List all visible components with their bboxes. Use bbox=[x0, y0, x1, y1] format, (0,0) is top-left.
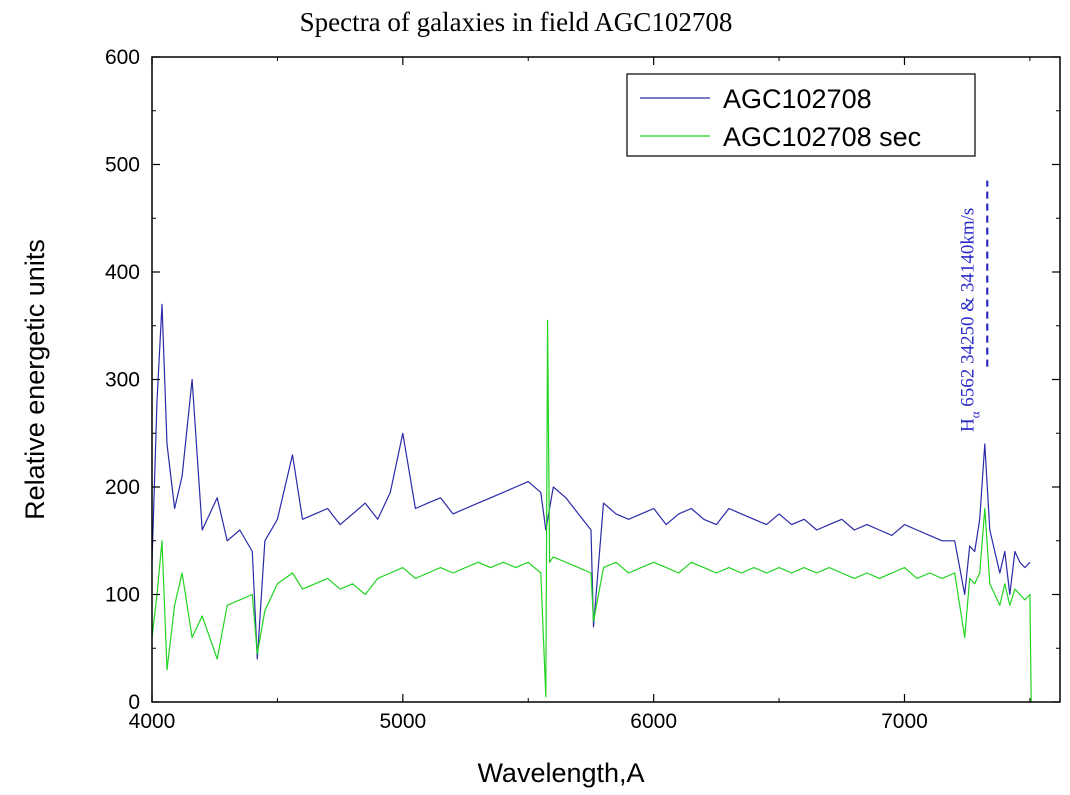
y-tick-label: 0 bbox=[128, 691, 140, 714]
y-tick-label: 300 bbox=[105, 369, 140, 392]
x-tick-label: 6000 bbox=[630, 710, 677, 733]
y-tick-label: 600 bbox=[105, 46, 140, 69]
legend-label-agc102708-sec: AGC102708 sec bbox=[723, 122, 921, 152]
axis-ticks: 4000 5000 6000 7000 0 100 200 300 400 500 600 bbox=[105, 46, 1060, 733]
annotation-label: Hα 6562 34250 & 34140km/s bbox=[957, 208, 982, 432]
plot-area bbox=[151, 303, 1032, 703]
y-axis-label: Relative energetic units bbox=[20, 239, 50, 520]
x-tick-label: 5000 bbox=[379, 710, 426, 733]
series-line-agc102708 bbox=[151, 303, 1031, 660]
y-tick-label: 200 bbox=[105, 476, 140, 499]
series-line-agc102708-sec bbox=[151, 319, 1032, 703]
x-tick-label: 4000 bbox=[129, 710, 176, 733]
legend-label-agc102708: AGC102708 bbox=[723, 84, 872, 114]
h-alpha-annotation: Hα 6562 34250 & 34140km/s bbox=[957, 180, 989, 432]
y-tick-label: 500 bbox=[105, 154, 140, 177]
legend-box bbox=[626, 73, 976, 157]
y-tick-label: 100 bbox=[105, 584, 140, 607]
x-tick-label: 7000 bbox=[881, 710, 928, 733]
x-axis-label: Wavelength,A bbox=[477, 758, 644, 788]
legend: AGC102708 AGC102708 sec bbox=[626, 73, 976, 157]
chart-title: Spectra of galaxies in field AGC102708 bbox=[300, 7, 733, 37]
y-tick-label: 400 bbox=[105, 261, 140, 284]
